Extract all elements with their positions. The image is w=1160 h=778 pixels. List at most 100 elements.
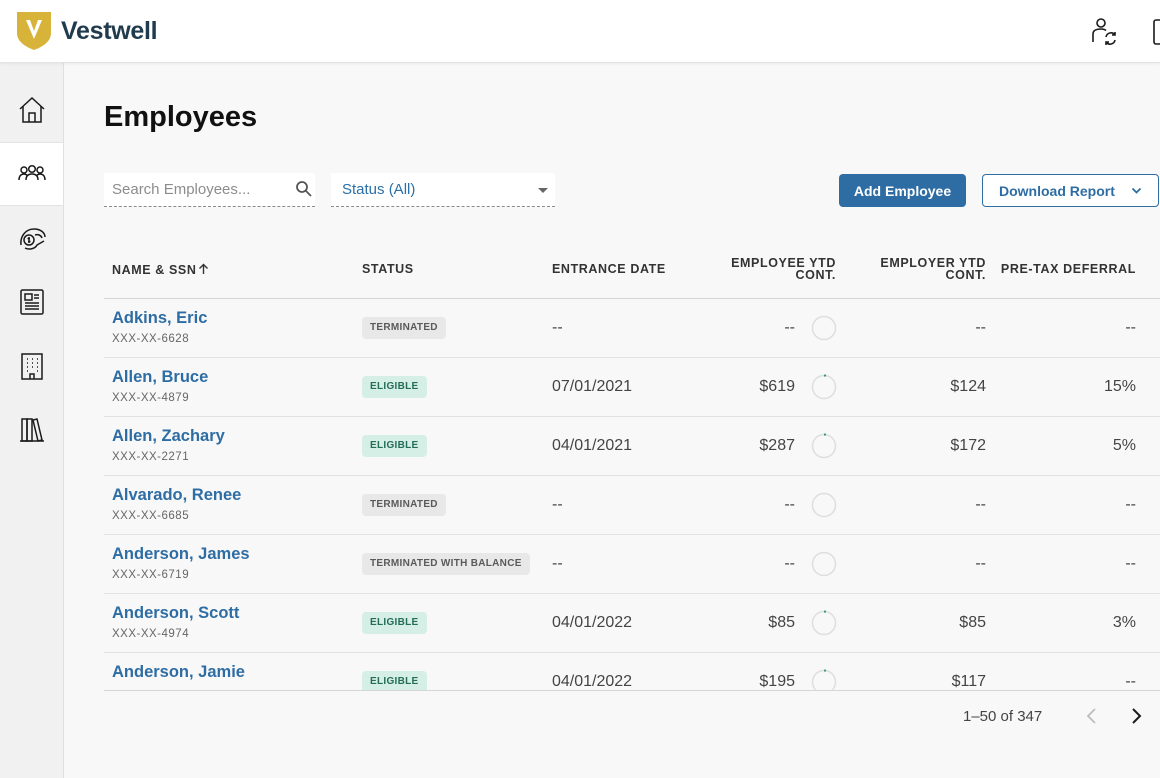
status-badge: TERMINATED — [362, 317, 446, 339]
shield-logo-icon — [17, 12, 51, 50]
employee-ssn: XXX-XX-4974 — [112, 628, 190, 640]
column-header-name[interactable]: NAME & SSN — [112, 263, 209, 276]
table-footer-divider — [104, 690, 1160, 691]
status-badge: TERMINATED WITH BALANCE — [362, 553, 530, 575]
employee-name-link[interactable]: Allen, Bruce — [112, 368, 209, 386]
entrance-date: 04/01/2022 — [552, 614, 633, 631]
employee-ytd-contribution: $619 — [759, 378, 795, 395]
employee-ytd-contribution: $85 — [768, 614, 795, 631]
employer-ytd-contribution: $117 — [951, 673, 986, 690]
table-row[interactable]: Anderson, Scott XXX-XX-4974 ELIGIBLE 04/01/… — [104, 594, 1160, 653]
user-switch-icon[interactable] — [1088, 16, 1118, 46]
entrance-date: 04/01/2021 — [552, 437, 633, 454]
column-header-employee-ytd-line2: CONT. — [795, 268, 836, 282]
pretax-deferral: -- — [1125, 555, 1136, 572]
contribution-progress-ring-icon — [811, 433, 837, 459]
employee-ssn: XXX-XX-4879 — [112, 392, 190, 404]
status-badge: ELIGIBLE — [362, 376, 427, 398]
employee-ytd-contribution: -- — [784, 319, 795, 336]
building-icon — [20, 353, 43, 380]
sidebar-item-reports[interactable] — [0, 270, 63, 334]
pretax-deferral: -- — [1125, 319, 1136, 336]
pretax-deferral: 3% — [1112, 614, 1136, 631]
employer-ytd-contribution: $124 — [950, 378, 986, 395]
employee-name-link[interactable]: Anderson, Scott — [112, 604, 240, 622]
column-header-employer-ytd[interactable]: EMPLOYER YTD CONT. — [850, 256, 986, 282]
contribution-progress-ring-icon — [811, 610, 837, 636]
column-header-employee-ytd-line1: EMPLOYEE YTD — [731, 256, 836, 270]
employee-ytd-contribution: $195 — [759, 673, 795, 690]
add-employee-button[interactable]: Add Employee — [839, 174, 966, 207]
status-badge: ELIGIBLE — [362, 435, 427, 457]
previous-page-icon[interactable] — [1082, 706, 1102, 726]
pretax-deferral: 15% — [1103, 378, 1136, 395]
table-row[interactable]: Anderson, Jamie ELIGIBLE 04/01/2022 $195 $11… — [104, 653, 1160, 690]
pretax-deferral: 5% — [1112, 437, 1136, 454]
sort-ascending-icon[interactable] — [198, 263, 209, 275]
column-header-entrance-date[interactable]: ENTRANCE DATE — [552, 262, 666, 276]
table-row[interactable]: Alvarado, Renee XXX-XX-6685 TERMINATED -- --… — [104, 476, 1160, 535]
sidebar-item-payroll[interactable] — [0, 206, 63, 270]
column-header-status[interactable]: STATUS — [362, 262, 414, 276]
search-icon[interactable] — [295, 180, 313, 198]
sidebar-item-company[interactable] — [0, 334, 63, 398]
contribution-progress-ring-icon — [811, 492, 837, 518]
status-filter-select[interactable]: Status (All) — [331, 173, 555, 207]
employee-name-link[interactable]: Anderson, James — [112, 545, 250, 563]
contribution-progress-ring-icon — [811, 374, 837, 400]
table-row[interactable]: Anderson, James XXX-XX-6719 TERMINATED WIT… — [104, 535, 1160, 594]
employee-ytd-contribution: -- — [784, 496, 795, 513]
document-icon[interactable] — [1150, 16, 1160, 46]
entrance-date: 04/01/2022 — [552, 673, 633, 690]
brand-name: Vestwell — [61, 16, 158, 45]
status-badge: ELIGIBLE — [362, 612, 427, 634]
column-header-name-label: NAME & SSN — [112, 263, 197, 277]
download-report-label: Download Report — [999, 182, 1115, 199]
employee-ssn: XXX-XX-6628 — [112, 333, 190, 345]
employer-ytd-contribution: -- — [975, 496, 986, 513]
sidebar-item-home[interactable] — [0, 78, 63, 142]
employer-ytd-contribution: -- — [975, 319, 986, 336]
caret-down-icon — [538, 188, 548, 193]
column-header-employee-ytd[interactable]: EMPLOYEE YTD CONT. — [700, 256, 836, 282]
column-header-employer-ytd-line1: EMPLOYER YTD — [880, 256, 986, 270]
contribution-progress-ring-icon — [811, 669, 837, 690]
employee-name-link[interactable]: Adkins, Eric — [112, 309, 208, 327]
download-report-button[interactable]: Download Report — [982, 174, 1159, 207]
status-filter-value: Status (All) — [342, 181, 416, 198]
employee-name-link[interactable]: Alvarado, Renee — [112, 486, 242, 504]
entrance-date: -- — [552, 496, 563, 513]
contribution-progress-ring-icon — [811, 315, 837, 341]
report-icon — [19, 289, 44, 315]
entrance-date: -- — [552, 319, 563, 336]
employee-ytd-contribution: -- — [784, 555, 795, 572]
employer-ytd-contribution: $85 — [959, 614, 986, 631]
employee-ssn: XXX-XX-2271 — [112, 451, 190, 463]
books-icon — [19, 418, 44, 442]
employee-name-link[interactable]: Anderson, Jamie — [112, 663, 245, 681]
entrance-date: -- — [552, 555, 563, 572]
home-icon — [18, 96, 45, 123]
pagination-range: 1–50 of 347 — [963, 708, 1043, 725]
status-badge: ELIGIBLE — [362, 671, 427, 690]
chevron-down-icon — [1131, 187, 1142, 194]
people-icon — [17, 164, 46, 181]
hand-money-icon — [19, 228, 46, 250]
search-input[interactable] — [104, 173, 284, 205]
sidebar — [0, 63, 64, 778]
employee-ytd-contribution: $287 — [759, 437, 795, 454]
employee-name-link[interactable]: Allen, Zachary — [112, 427, 225, 445]
table-row[interactable]: Adkins, Eric XXX-XX-6628 TERMINATED -- -- -- -… — [104, 299, 1160, 358]
sidebar-item-resources[interactable] — [0, 398, 63, 462]
sidebar-item-employees[interactable] — [0, 142, 63, 206]
search-box — [104, 173, 315, 207]
pretax-deferral: -- — [1125, 496, 1136, 513]
page-title: Employees — [104, 101, 258, 133]
contribution-progress-ring-icon — [811, 551, 837, 577]
column-header-pretax-deferral[interactable]: PRE-TAX DEFERRAL — [1000, 262, 1136, 276]
table-row[interactable]: Allen, Bruce XXX-XX-4879 ELIGIBLE 07/01/202… — [104, 358, 1160, 417]
next-page-icon[interactable] — [1126, 706, 1146, 726]
table-row[interactable]: Allen, Zachary XXX-XX-2271 ELIGIBLE 04/01/2… — [104, 417, 1160, 476]
vestwell-logo[interactable]: Vestwell — [16, 11, 158, 51]
entrance-date: 07/01/2021 — [552, 378, 633, 395]
